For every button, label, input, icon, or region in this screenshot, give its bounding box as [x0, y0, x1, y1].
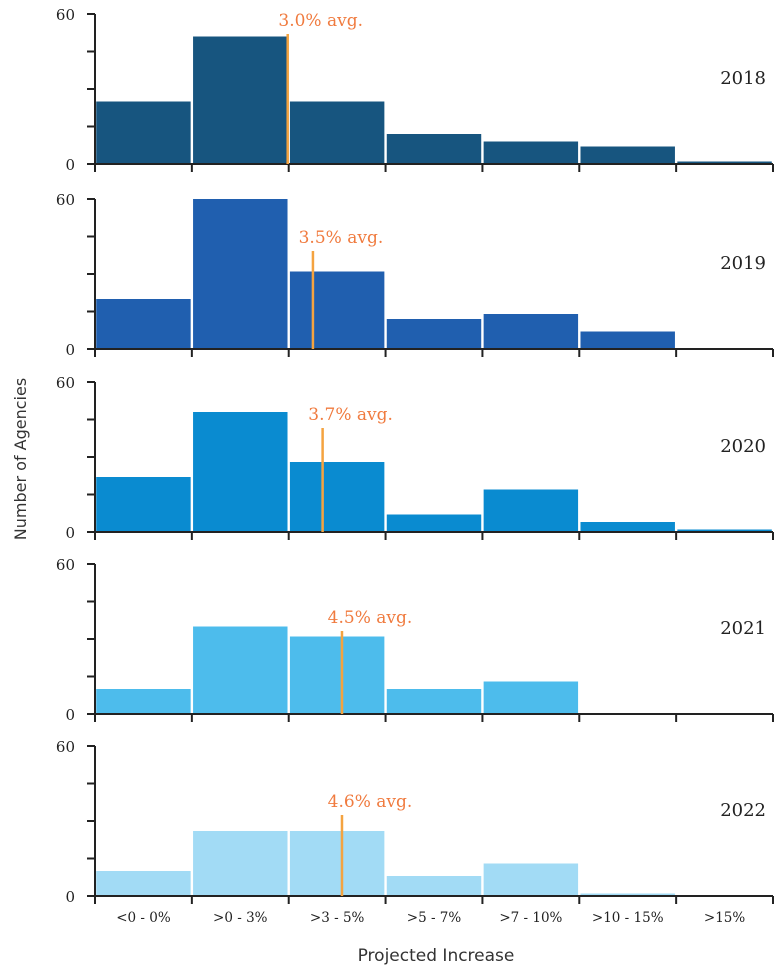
bar-2020-6	[677, 529, 772, 532]
bar-2019-1	[193, 199, 288, 349]
y-tick-label-zero-2021: 0	[65, 706, 75, 724]
bar-2019-3	[386, 319, 482, 349]
bar-2021-3	[386, 689, 482, 714]
bar-2018-1	[193, 36, 288, 164]
x-tick-label-5: >10 - 15%	[592, 910, 664, 926]
panel-2022: 60 0 2022 4.6% avg.	[56, 738, 774, 906]
year-label-2019: 2019	[720, 253, 766, 274]
x-tick-label-1: >0 - 3%	[213, 910, 268, 926]
y-tick-label-zero-2018: 0	[65, 156, 75, 174]
bar-2019-5	[580, 331, 675, 349]
x-tick-label-0: <0 - 0%	[116, 910, 171, 926]
y-tick-label-top-2018: 60	[56, 6, 75, 24]
bar-2022-0	[96, 871, 191, 896]
bar-2020-0	[96, 477, 191, 532]
bar-2022-1	[193, 831, 288, 896]
bar-2021-2	[289, 636, 385, 714]
y-tick-label-zero-2019: 0	[65, 341, 75, 359]
year-label-2020: 2020	[720, 436, 766, 457]
avg-label-2021: 4.5% avg.	[328, 608, 413, 628]
panel-2021: 60 0 2021 4.5% avg.	[56, 556, 774, 724]
bar-2018-2	[289, 101, 385, 164]
bar-2019-2	[289, 271, 385, 349]
bar-2020-2	[289, 462, 385, 532]
panel-2018: 60 0 2018 3.0% avg.	[56, 6, 774, 174]
y-tick-label-top-2021: 60	[56, 556, 75, 574]
bar-2021-4	[483, 681, 579, 714]
y-axis-label: Number of Agencies	[11, 378, 30, 540]
avg-label-2019: 3.5% avg.	[299, 228, 384, 248]
x-tick-label-2: >3 - 5%	[310, 910, 365, 926]
year-label-2018: 2018	[720, 68, 766, 89]
bar-2020-5	[580, 522, 675, 532]
avg-label-2022: 4.6% avg.	[328, 792, 413, 812]
y-tick-label-top-2020: 60	[56, 374, 75, 392]
panels-group: 60 0 2018 3.0% avg. 60 0 2019 3.5% avg. 60 0 2020 3…	[56, 6, 774, 926]
bar-2020-4	[483, 489, 579, 532]
bar-2018-3	[386, 134, 482, 164]
bar-2020-1	[193, 412, 288, 532]
panel-2019: 60 0 2019 3.5% avg.	[56, 191, 774, 359]
bar-2018-4	[483, 141, 579, 164]
x-tick-label-6: >15%	[704, 910, 745, 926]
bar-2021-0	[96, 689, 191, 714]
year-label-2022: 2022	[720, 800, 766, 821]
bar-2022-2	[289, 831, 385, 896]
bar-2021-1	[193, 626, 288, 714]
avg-label-2020: 3.7% avg.	[308, 405, 393, 425]
bar-2022-3	[386, 876, 482, 896]
y-tick-label-top-2022: 60	[56, 738, 75, 756]
x-tick-label-3: >5 - 7%	[407, 910, 462, 926]
bar-2022-5	[580, 893, 675, 896]
y-tick-label-zero-2020: 0	[65, 524, 75, 542]
bar-2020-3	[386, 514, 482, 532]
y-tick-label-top-2019: 60	[56, 191, 75, 209]
bar-2018-6	[677, 161, 772, 164]
bar-2019-4	[483, 314, 579, 349]
avg-label-2018: 3.0% avg.	[278, 11, 363, 31]
bar-2018-5	[580, 146, 675, 164]
panel-2020: 60 0 2020 3.7% avg.	[56, 374, 774, 542]
x-tick-label-4: >7 - 10%	[499, 910, 562, 926]
x-axis-label: Projected Increase	[358, 946, 515, 966]
year-label-2021: 2021	[720, 618, 766, 639]
bar-2018-0	[96, 101, 191, 164]
y-tick-label-zero-2022: 0	[65, 888, 75, 906]
bar-2022-4	[483, 863, 579, 896]
bar-2019-0	[96, 299, 191, 349]
